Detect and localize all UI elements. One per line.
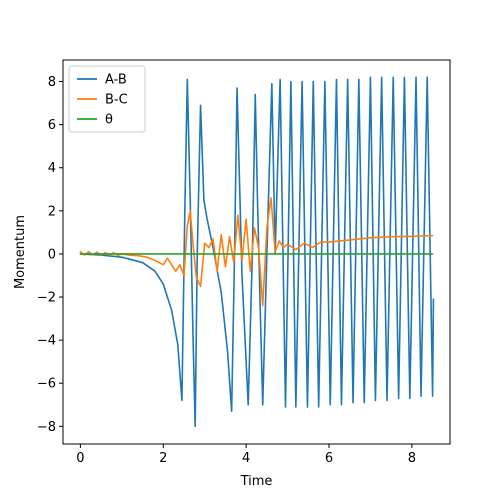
- legend-entry: θ: [105, 113, 113, 128]
- y-axis-label: Momentum: [13, 215, 28, 289]
- legend: A-B B-C θ: [68, 65, 146, 133]
- y-tick-label: −2: [37, 291, 56, 306]
- axes-border: [62, 59, 451, 445]
- series-line-1: [79, 76, 435, 428]
- x-axis: 0 2 4 6 8: [76, 444, 416, 466]
- y-tick-label: 6: [48, 118, 56, 133]
- legend-entry: A-B: [105, 73, 127, 88]
- x-tick-label: 0: [76, 451, 84, 466]
- y-tick-label: −6: [37, 377, 56, 392]
- y-tick-label: −4: [37, 334, 56, 349]
- x-tick-label: 8: [408, 451, 416, 466]
- series-line-2: [79, 197, 434, 307]
- y-tick-label: 0: [48, 247, 56, 262]
- y-tick-label: 2: [48, 204, 56, 219]
- x-tick-label: 2: [159, 451, 167, 466]
- legend-box: [68, 65, 146, 133]
- y-tick-label: 8: [48, 75, 56, 90]
- y-axis: −8 −6 −4 −2 0 2 4 6 8: [37, 75, 63, 435]
- y-tick-label: 4: [48, 161, 56, 176]
- x-tick-label: 6: [325, 451, 333, 466]
- series-layer: [79, 76, 435, 428]
- x-axis-label: Time: [240, 474, 273, 489]
- legend-entry: B-C: [105, 93, 128, 108]
- x-tick-label: 4: [242, 451, 250, 466]
- y-tick-label: −8: [37, 420, 56, 435]
